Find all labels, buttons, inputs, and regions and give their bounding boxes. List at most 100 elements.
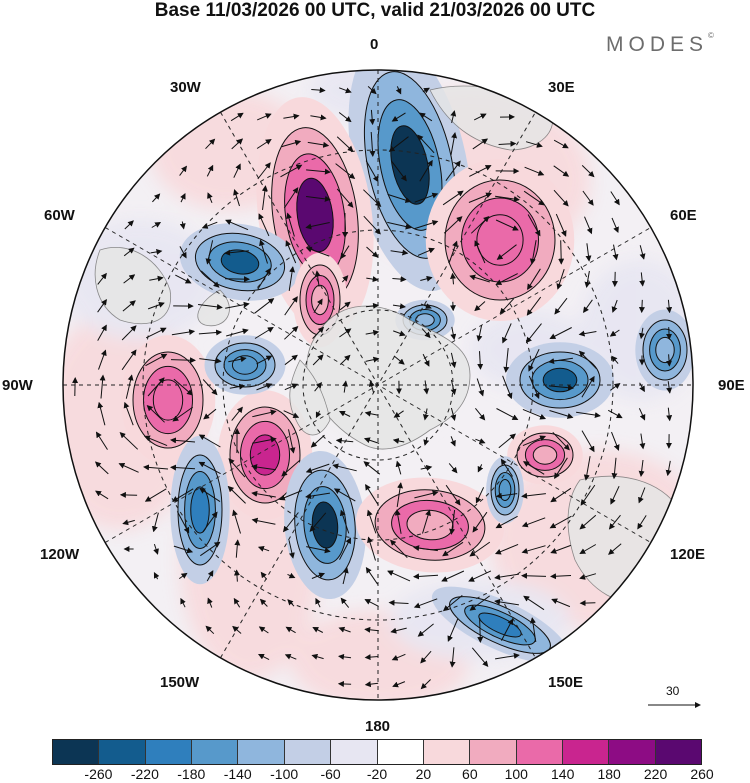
wind-arrow [366, 509, 377, 534]
anomaly-core [152, 379, 184, 421]
wind-arrow [315, 410, 322, 419]
wind-arrow [611, 355, 619, 364]
wind-arrow [172, 406, 194, 422]
wind-arrow [288, 540, 295, 559]
wind-arrow [579, 544, 597, 554]
wind-arrow [285, 626, 296, 634]
lon-label-60w: 60W [44, 207, 75, 224]
wind-arrow [229, 383, 246, 390]
wind-arrow [477, 617, 484, 643]
wind-arrow [286, 212, 295, 237]
wind-arrow [476, 378, 485, 397]
anomaly-core [249, 434, 281, 476]
wind-arrow [392, 276, 407, 283]
wind-arrow [257, 267, 271, 290]
wind-arrow [310, 114, 327, 121]
wind-arrow [578, 330, 597, 337]
wind-arrow [388, 136, 409, 152]
wind-arrow [369, 131, 376, 157]
wind-arrow [230, 112, 244, 122]
wind-arrow [312, 627, 324, 633]
wind-arrow [311, 653, 324, 660]
wind-arrow [251, 490, 276, 498]
wind-arrow [232, 509, 241, 534]
wind-arrow [199, 357, 222, 364]
wind-arrow [638, 299, 645, 314]
wind-arrow [176, 511, 190, 534]
wind-arrow [305, 463, 330, 474]
wind-arrow [339, 87, 352, 94]
wind-arrow [124, 220, 134, 230]
wind-arrow [637, 515, 647, 530]
wind-arrow [180, 193, 186, 203]
wind-arrow [284, 326, 299, 340]
wind-arrow [477, 351, 484, 370]
wind-arrow [363, 215, 381, 235]
wind-arrow [450, 132, 458, 156]
wind-arrow [256, 355, 273, 365]
wind-arrow [525, 323, 542, 344]
lon-label-150w: 150W [160, 674, 200, 691]
negative-anomaly-center [635, 309, 693, 391]
wind-arrow [473, 113, 487, 121]
colorbar-tick-label: -60 [320, 766, 341, 782]
colorbar-swatch [516, 740, 563, 764]
wind-arrow [122, 519, 135, 526]
wind-arrow [413, 545, 438, 552]
wind-arrow [366, 276, 379, 283]
wind-arrow [284, 383, 299, 391]
wind-arrow [639, 272, 646, 287]
wind-arrow [419, 159, 433, 182]
wind-arrow [365, 356, 380, 363]
wind-arrow [257, 162, 271, 180]
wind-arrow [179, 165, 187, 176]
wind-arrow [314, 382, 323, 392]
lon-label-150e: 150E [548, 674, 584, 691]
wind-arrow [422, 87, 430, 94]
wind-arrow [310, 434, 325, 448]
wind-arrow [469, 165, 492, 177]
wind-arrow [306, 546, 331, 554]
wind-arrow [336, 188, 354, 208]
lon-label-180: 180 [365, 718, 391, 735]
wind-arrow [231, 406, 243, 421]
wind-arrow [387, 221, 412, 230]
anomaly-core [498, 479, 512, 501]
wind-arrow [420, 464, 433, 471]
wind-arrow [413, 598, 438, 609]
wind-arrow [475, 407, 486, 421]
wind-arrow [522, 461, 545, 475]
wind-arrow [283, 410, 300, 418]
wind-arrow [311, 87, 326, 94]
wind-arrow [335, 163, 356, 180]
wind-arrow [579, 573, 597, 580]
wind-arrow [199, 487, 221, 503]
colorbar-swatch [145, 740, 193, 764]
wind-arrow [332, 463, 357, 472]
wind-arrow [342, 380, 349, 393]
anomaly-core [311, 284, 329, 316]
wind-arrow [288, 266, 296, 291]
wind-arrow [393, 330, 406, 337]
wind-arrow [123, 401, 134, 426]
wind-arrow [610, 383, 621, 391]
colorbar-tick-label: 140 [551, 766, 575, 782]
colorbar-tick-label: -20 [366, 766, 388, 782]
wind-arrow [548, 384, 574, 391]
wind-arrow [496, 408, 519, 420]
colorbar-swatch [238, 740, 285, 764]
lon-label-120w: 120W [40, 546, 80, 563]
wind-arrow [257, 113, 272, 121]
colorbar-tick-label: 60 [462, 766, 478, 782]
wind-arrow [469, 541, 491, 557]
wind-arrow [309, 512, 327, 532]
wind-arrow [495, 195, 520, 202]
map-title: Base 11/03/2026 00 UTC, valid 21/03/2026… [154, 0, 596, 21]
wind-arrow [391, 161, 407, 182]
wind-arrow [549, 327, 572, 339]
wind-arrow [306, 168, 331, 175]
colorbar-swatch [609, 740, 656, 764]
wind-arrow [498, 433, 516, 449]
wind-arrow [283, 113, 300, 120]
wind-arrow [256, 138, 272, 149]
